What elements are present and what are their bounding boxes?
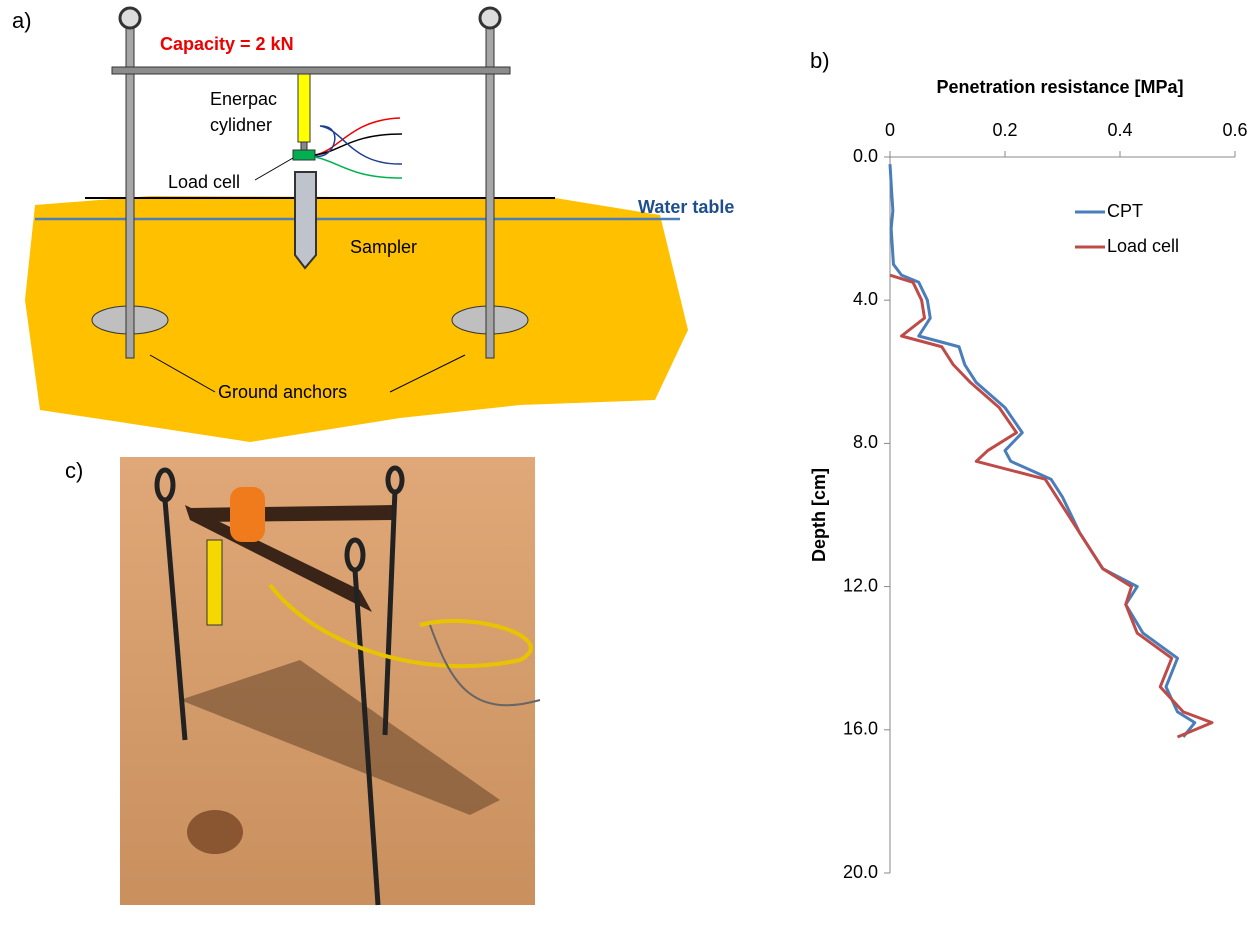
ring (480, 8, 500, 28)
ring (120, 8, 140, 28)
sampler (295, 172, 316, 268)
load-cell (293, 150, 315, 160)
legend-label: CPT (1107, 201, 1143, 221)
sampler-label: Sampler (350, 237, 417, 257)
cylinder-label: cylidner (210, 115, 272, 135)
y-tick-label: 12.0 (843, 575, 878, 595)
y-axis-label: Depth [cm] (809, 468, 829, 562)
y-tick-label: 16.0 (843, 719, 878, 739)
x-tick-label: 0.6 (1222, 120, 1247, 140)
load-cell-label: Load cell (168, 172, 240, 192)
cylinder (207, 540, 222, 625)
anchors-label: Ground anchors (218, 382, 347, 402)
y-tick-label: 0.0 (853, 146, 878, 166)
legend-label: Load cell (1107, 236, 1179, 256)
rod (126, 28, 134, 358)
y-tick-label: 8.0 (853, 432, 878, 452)
y-tick-label: 20.0 (843, 862, 878, 882)
cylinder-label: Enerpac (210, 89, 277, 109)
piston (301, 142, 307, 150)
leader (255, 158, 293, 180)
capacity-label: Capacity = 2 kN (160, 34, 294, 54)
x-tick-label: 0 (885, 120, 895, 140)
hole (187, 810, 243, 854)
level (230, 487, 265, 542)
diagram: a) Capacity = 2 kN Enerpac cylidner Load… (12, 8, 734, 442)
y-tick-label: 4.0 (853, 289, 878, 309)
wire (315, 157, 402, 178)
cylinder (298, 74, 310, 142)
panel-label: b) (810, 48, 830, 73)
rod (486, 28, 494, 358)
x-tick-label: 0.2 (992, 120, 1017, 140)
x-tick-label: 0.4 (1107, 120, 1132, 140)
water-table-label: Water table (638, 197, 734, 217)
wire (315, 118, 400, 155)
series-line (890, 275, 1212, 737)
figure: a) Capacity = 2 kN Enerpac cylidner Load… (0, 0, 1260, 932)
chart: b) Penetration resistance [MPa] Depth [c… (809, 48, 1248, 882)
photo: c) (65, 457, 540, 905)
cross-beam (112, 67, 510, 74)
wire (315, 126, 402, 164)
panel-label: c) (65, 458, 83, 483)
panel-label: a) (12, 8, 32, 33)
chart-title: Penetration resistance [MPa] (936, 77, 1183, 97)
